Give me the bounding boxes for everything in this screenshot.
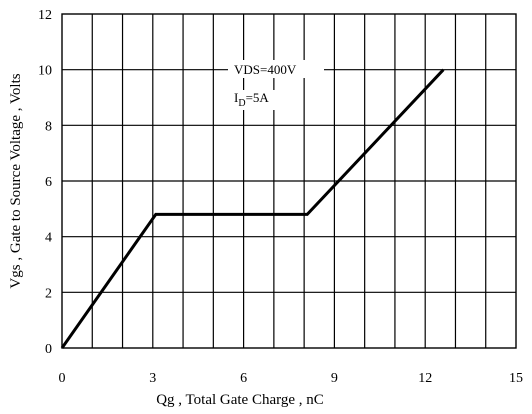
y-tick-label: 10 (38, 64, 52, 79)
svg-text:VDS=400V: VDS=400V (234, 62, 297, 77)
annotation-id: ID=5A (228, 90, 290, 110)
x-tick-label: 15 (509, 371, 523, 386)
y-tick-label: 6 (45, 175, 52, 190)
y-tick-label: 2 (45, 286, 52, 301)
y-tick-label: 4 (45, 231, 52, 246)
x-axis-label: Qg , Total Gate Charge , nC (156, 392, 324, 408)
y-tick-label: 0 (45, 342, 52, 357)
annotation-vds: VDS=400V (228, 60, 324, 78)
y-axis-label: Vgs , Gate to Source Voltage , Volts (8, 73, 24, 288)
x-tick-label: 12 (418, 371, 432, 386)
y-tick-label: 12 (38, 8, 52, 23)
x-tick-label: 9 (331, 371, 338, 386)
y-tick-label: 8 (45, 119, 52, 134)
vgs-curve (60, 68, 445, 349)
x-tick-label: 3 (149, 371, 156, 386)
svg-text:ID=5A: ID=5A (234, 90, 269, 109)
x-tick-labels: 0 3 6 9 12 15 (59, 371, 524, 386)
y-tick-labels: 0 2 4 6 8 10 12 (38, 8, 52, 357)
x-tick-label: 0 (59, 371, 66, 386)
plot-frame (61, 13, 517, 349)
x-tick-label: 6 (240, 371, 247, 386)
